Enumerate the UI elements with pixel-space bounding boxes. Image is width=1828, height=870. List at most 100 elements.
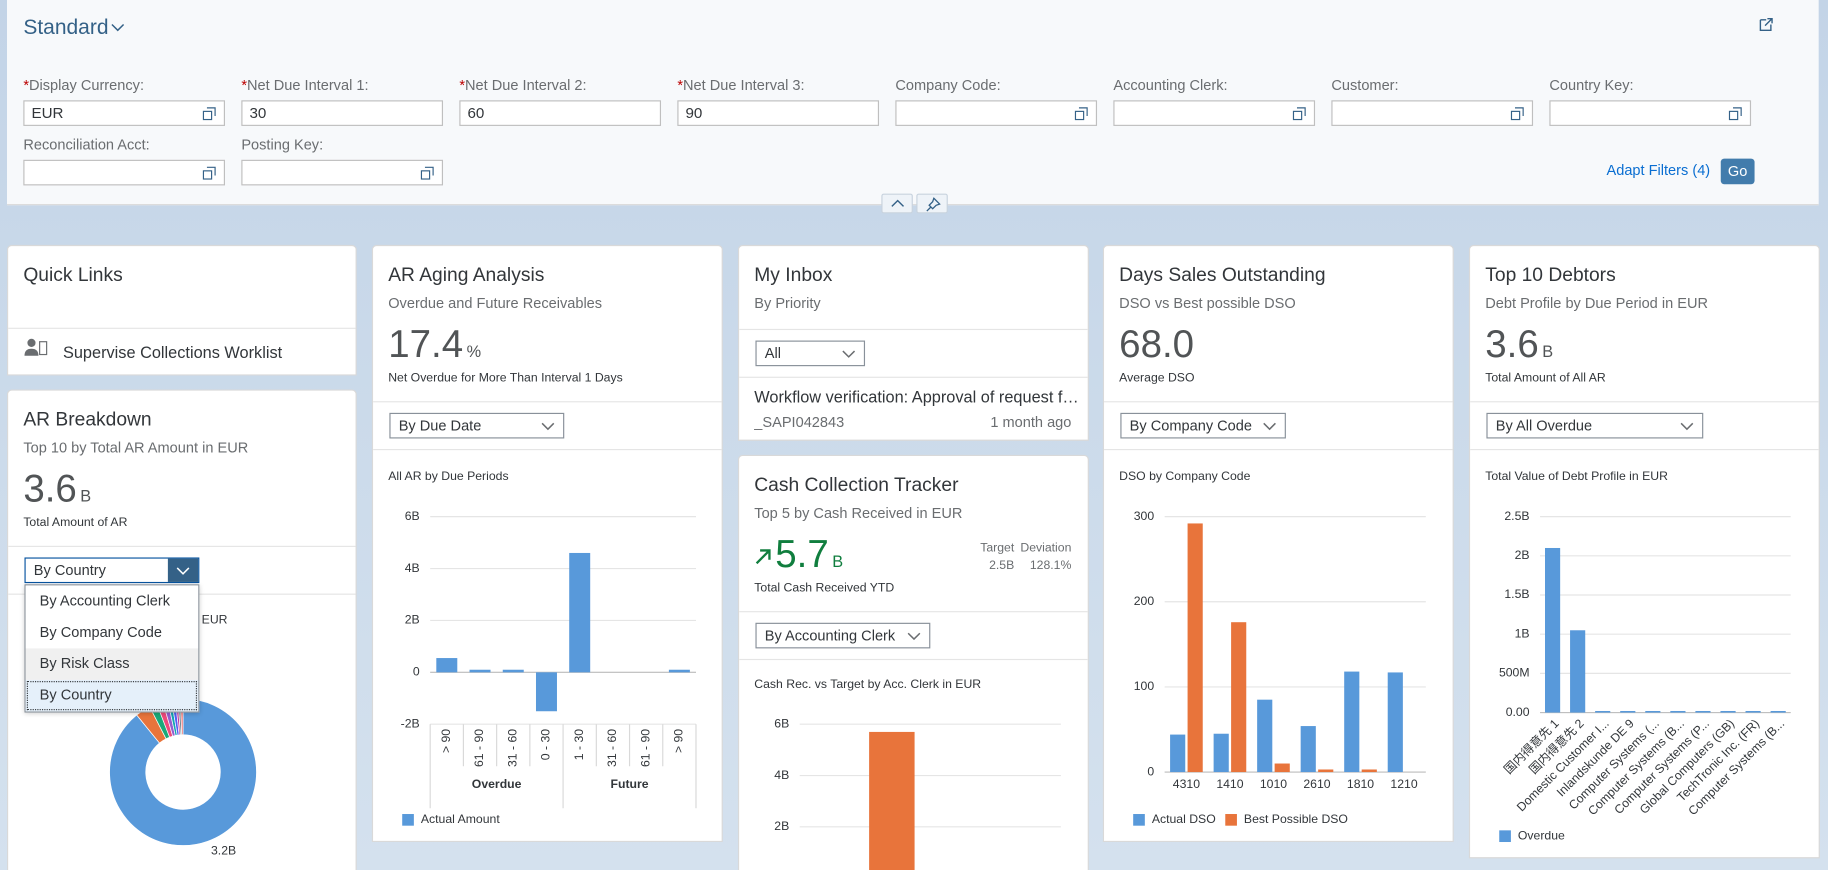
divider [739, 658, 1088, 661]
bar [1595, 710, 1611, 713]
group-label: Future [611, 777, 649, 791]
field-label: Posting Key: [241, 136, 323, 152]
bar [1170, 734, 1186, 773]
chart-title: All AR by Due Periods [388, 469, 508, 483]
value-help-icon [1292, 107, 1306, 121]
input-field[interactable]: EUR [23, 100, 226, 126]
input-field[interactable] [23, 159, 226, 186]
x-tick-label: > 90 [439, 729, 453, 753]
adapt-filters-link[interactable]: Adapt Filters (4) [1606, 162, 1711, 179]
card-title[interactable]: Quick Links [23, 264, 123, 286]
y-tick-label: 2B [1515, 548, 1530, 562]
legend-label: Actual DSO [1152, 812, 1216, 826]
quick-link[interactable]: Supervise Collections Worklist [62, 342, 283, 362]
x-tick-label: 1 - 30 [572, 729, 586, 760]
input-field[interactable]: 60 [459, 100, 662, 126]
card-title[interactable]: AR Breakdown [23, 409, 152, 431]
dropdown-value: By Due Date [398, 417, 482, 434]
input-field[interactable]: 90 [677, 100, 880, 126]
input-field[interactable] [1331, 100, 1534, 126]
divider [1470, 448, 1819, 451]
y-tick-label: -2B [401, 716, 420, 730]
kpi: 3.6 B [23, 465, 91, 519]
input-field[interactable] [241, 159, 444, 186]
dropdown-option[interactable]: By Company Code [25, 616, 199, 649]
dropdown-arrow [1680, 422, 1694, 431]
card-title[interactable]: Top 10 Debtors [1485, 264, 1616, 286]
dropdown-option[interactable]: By Country [25, 679, 199, 712]
kpi: 3.6 B [1485, 321, 1553, 375]
value-help-icon [202, 166, 216, 180]
x-tick-label: 0 - 30 [539, 729, 553, 760]
y-tick-label: 2.5B [1504, 509, 1529, 523]
inbox-item-id: _SAPI042843 [754, 414, 845, 431]
go-button[interactable]: Go [1720, 158, 1755, 185]
card: Quick Links Supervise Collections Worklis… [6, 244, 357, 376]
x-tick-label: 61 - 90 [638, 729, 652, 767]
field-label: *Display Currency: [23, 77, 144, 93]
card-title[interactable]: Days Sales Outstanding [1119, 264, 1326, 286]
field-label-text: Posting Key: [241, 136, 324, 153]
bar [1695, 710, 1711, 713]
bar [436, 658, 458, 673]
dropdown-value: All [764, 345, 781, 362]
bar [469, 669, 491, 673]
chart-title: EUR [202, 613, 228, 627]
card-title[interactable]: Cash Collection Tracker [754, 474, 959, 496]
input-field[interactable] [895, 100, 1098, 126]
dropdown[interactable]: By Accounting Clerk [755, 622, 931, 649]
kpi-value: 5.7 [775, 531, 829, 575]
x-tick-label: 31 - 60 [605, 729, 619, 767]
bar [1545, 547, 1561, 713]
bar [569, 552, 591, 673]
kpi: 5.7 B [754, 531, 843, 585]
x-tick-label: 1210 [1390, 777, 1417, 791]
trend-arrow [755, 549, 771, 565]
pin-button[interactable] [916, 193, 948, 214]
field-label-text: Display Currency: [28, 76, 144, 94]
dropdown[interactable]: All [755, 340, 866, 367]
input-field[interactable] [1113, 100, 1316, 126]
dropdown[interactable]: By Company Code [1120, 412, 1286, 439]
required-mark: * [241, 76, 248, 94]
card-title[interactable]: My Inbox [754, 264, 833, 286]
required-mark: * [459, 76, 466, 94]
dropdown[interactable]: By Country [24, 557, 200, 584]
field-label-text: Accounting Clerk: [1113, 76, 1228, 94]
dropdown-option[interactable]: By Risk Class [25, 648, 199, 680]
y-tick-label: 2B [774, 819, 789, 833]
x-tick-label: 1010 [1260, 777, 1287, 791]
kpi-label: Total Cash Received YTD [754, 580, 895, 595]
card-title[interactable]: AR Aging Analysis [388, 264, 545, 286]
input-field[interactable]: 30 [241, 100, 444, 126]
filter-bar: Standard *Display Currency: EUR *Net Due In… [6, 0, 1819, 206]
bar [1645, 710, 1661, 713]
card: Days Sales Outstanding DSO vs Best possib… [1102, 244, 1454, 843]
bar [668, 669, 690, 673]
field-label-text: Net Due Interval 1: [247, 76, 369, 94]
dropdown[interactable]: By Due Date [389, 412, 565, 439]
chart: All AR by Due Periods -2B 0 2B 4B 6B > 90 61 - … [388, 469, 697, 826]
chart: Total Value of Debt Profile in EUR 0.00 50… [1485, 469, 1791, 842]
inbox-item-title[interactable]: Workflow verification: Approval of reque… [754, 387, 1079, 406]
kpi-label: Total Amount of All AR [1485, 370, 1606, 385]
input-field[interactable] [1549, 100, 1752, 126]
kpi-label: Total Amount of AR [23, 515, 128, 530]
dropdown-value: By Company Code [1129, 417, 1252, 434]
field-label: Country Key: [1549, 77, 1633, 93]
kpi-unit: % [466, 341, 482, 361]
dropdown-option[interactable]: By Accounting Clerk [25, 585, 199, 617]
collapse-button[interactable] [881, 193, 913, 214]
bar [1257, 699, 1273, 773]
y-tick-label: 0.00 [1506, 705, 1530, 719]
legend-label: Overdue [1518, 828, 1565, 842]
divider [8, 545, 356, 547]
dropdown-arrow [176, 567, 190, 575]
dropdown[interactable]: By All Overdue [1486, 412, 1704, 439]
y-tick-label: 6B [774, 716, 789, 730]
card: My Inbox By Priority All Workflow verificat… [737, 244, 1089, 441]
variant-title[interactable]: Standard [23, 15, 109, 39]
dropdown-list: By Accounting Clerk By Company Code By Ris… [24, 584, 200, 713]
kpi-unit: B [80, 486, 92, 505]
dropdown-arrow [1263, 422, 1276, 431]
